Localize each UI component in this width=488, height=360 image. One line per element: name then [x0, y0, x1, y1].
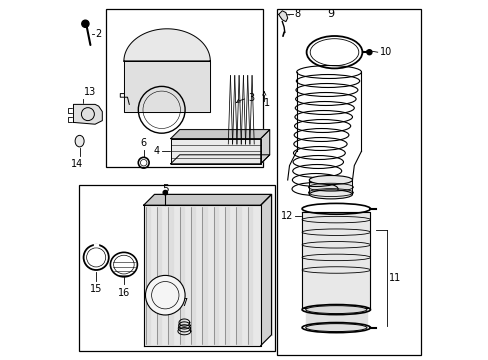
Polygon shape: [145, 207, 149, 344]
Bar: [106, 9, 262, 167]
Bar: [79, 185, 275, 351]
Text: 8: 8: [294, 9, 300, 19]
Text: 11: 11: [387, 273, 400, 283]
Text: 10: 10: [379, 47, 391, 57]
Circle shape: [81, 20, 89, 27]
Text: 13: 13: [84, 87, 96, 97]
Circle shape: [145, 275, 185, 315]
Circle shape: [163, 190, 167, 195]
Polygon shape: [170, 130, 269, 139]
Polygon shape: [123, 29, 210, 61]
Text: 4: 4: [153, 146, 160, 156]
Polygon shape: [143, 205, 260, 346]
Polygon shape: [143, 194, 271, 205]
Polygon shape: [170, 155, 269, 164]
Circle shape: [366, 50, 371, 55]
Polygon shape: [157, 207, 161, 344]
Polygon shape: [202, 207, 206, 344]
Text: 12: 12: [280, 211, 292, 221]
Polygon shape: [302, 212, 370, 308]
Polygon shape: [154, 194, 271, 335]
Polygon shape: [123, 61, 210, 112]
Text: 15: 15: [90, 284, 102, 294]
Text: 7: 7: [181, 298, 187, 308]
Text: 3: 3: [247, 93, 254, 103]
Polygon shape: [247, 207, 251, 344]
Ellipse shape: [75, 135, 84, 147]
Ellipse shape: [309, 176, 352, 185]
Text: 5: 5: [162, 184, 168, 194]
Text: 2: 2: [95, 29, 101, 39]
Ellipse shape: [309, 190, 352, 199]
Polygon shape: [168, 207, 172, 344]
Text: 14: 14: [71, 159, 83, 169]
Polygon shape: [213, 207, 218, 344]
Polygon shape: [305, 310, 366, 328]
Polygon shape: [190, 207, 195, 344]
Text: 6: 6: [141, 138, 146, 148]
Ellipse shape: [305, 324, 366, 332]
Polygon shape: [73, 104, 102, 124]
Text: 1: 1: [264, 98, 270, 108]
Ellipse shape: [305, 306, 366, 314]
Polygon shape: [278, 11, 287, 22]
Polygon shape: [94, 244, 98, 246]
Polygon shape: [309, 180, 352, 194]
Polygon shape: [224, 207, 229, 344]
Polygon shape: [236, 207, 240, 344]
Polygon shape: [260, 130, 269, 164]
Text: 9: 9: [326, 9, 334, 19]
Polygon shape: [260, 194, 271, 346]
Text: 16: 16: [118, 288, 130, 298]
Polygon shape: [170, 139, 260, 164]
Polygon shape: [179, 207, 183, 344]
Bar: [276, 9, 420, 355]
